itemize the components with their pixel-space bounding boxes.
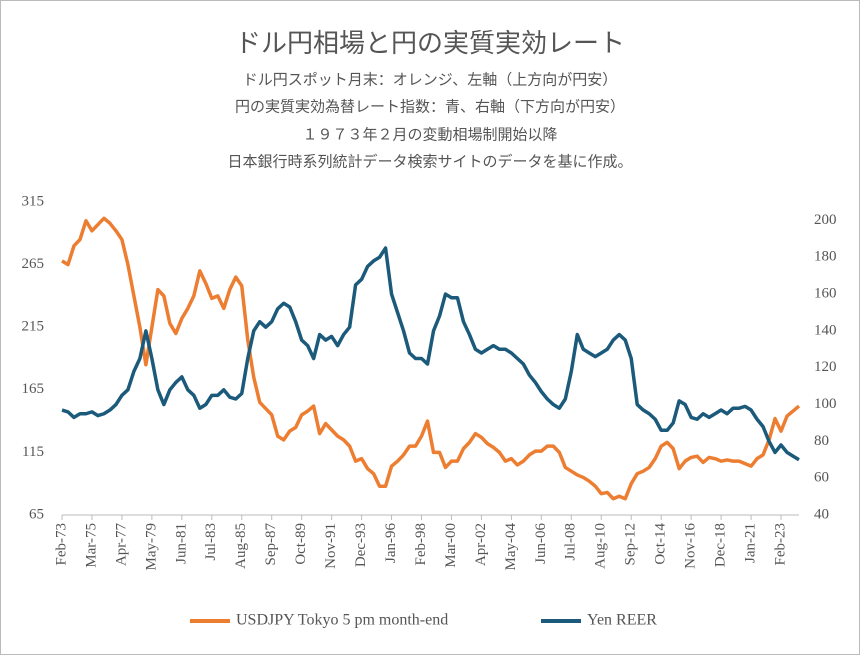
legend-label: USDJPY Tokyo 5 pm month-end [236,612,448,629]
y2-tick-label: 200 [814,212,837,228]
x-tick-label: Jul-83 [203,523,219,561]
y2-tick-label: 100 [814,396,837,412]
x-tick-label: Dec-18 [713,523,729,567]
x-tick-label: Sep-12 [623,523,639,566]
y-tick-label: 215 [22,319,45,335]
x-tick-label: Jan-21 [743,523,759,563]
chart-subtitle: １９７３年２月の変動相場制開始以降 [302,126,557,143]
y-tick-label: 65 [29,506,44,522]
x-tick-label: Aug-85 [233,523,249,569]
x-tick-label: Jun-81 [173,523,189,564]
y2-tick-label: 160 [814,285,837,301]
y2-tick-label: 80 [814,433,829,449]
x-tick-label: May-79 [143,523,159,571]
series-line [61,246,800,462]
x-tick-label: Aug-10 [593,523,609,569]
x-tick-label: Apr-02 [473,523,489,566]
y2-tick-label: 40 [814,506,829,522]
x-tick-label: Jan-96 [383,523,399,563]
legend-label: Yen REER [587,612,657,629]
x-tick-label: Feb-98 [413,523,429,566]
x-tick-label: Nov-16 [683,523,699,569]
y-tick-label: 265 [22,256,45,272]
chart-subtitle: 円の実質実効為替レート指数：青、右軸（下方向が円安） [235,97,625,115]
x-tick-label: Oct-14 [653,523,669,565]
y2-tick-label: 120 [814,359,837,375]
y-tick-label: 115 [22,444,44,460]
x-tick-label: May-04 [503,523,519,571]
x-tick-label: Feb-23 [772,523,788,566]
x-tick-label: Apr-77 [113,523,129,567]
series-line [61,216,801,501]
x-tick-label: Mar-75 [83,523,99,568]
x-tick-label: Mar-00 [443,523,459,568]
chart-subtitle: 日本銀行時系列統計データ検索サイトのデータを基に作成。 [227,152,632,170]
y-tick-label: 315 [22,193,45,209]
chart-subtitle: ドル円スポット月末：オレンジ、左軸（上方向が円安） [243,71,618,88]
x-tick-label: Oct-89 [293,523,309,565]
x-tick-label: Sep-87 [263,523,279,566]
y2-tick-label: 180 [814,249,837,265]
x-tick-label: Feb-73 [53,523,69,566]
y2-tick-label: 60 [814,470,829,486]
x-tick-label: Dec-93 [353,523,369,567]
x-tick-label: Jul-08 [563,523,579,561]
y2-tick-label: 140 [814,322,837,338]
x-tick-label: Jun-06 [533,523,549,564]
chart-title: ドル円相場と円の実質実効レート [235,29,625,58]
x-tick-label: Nov-91 [323,523,339,569]
y-tick-label: 165 [22,381,45,397]
